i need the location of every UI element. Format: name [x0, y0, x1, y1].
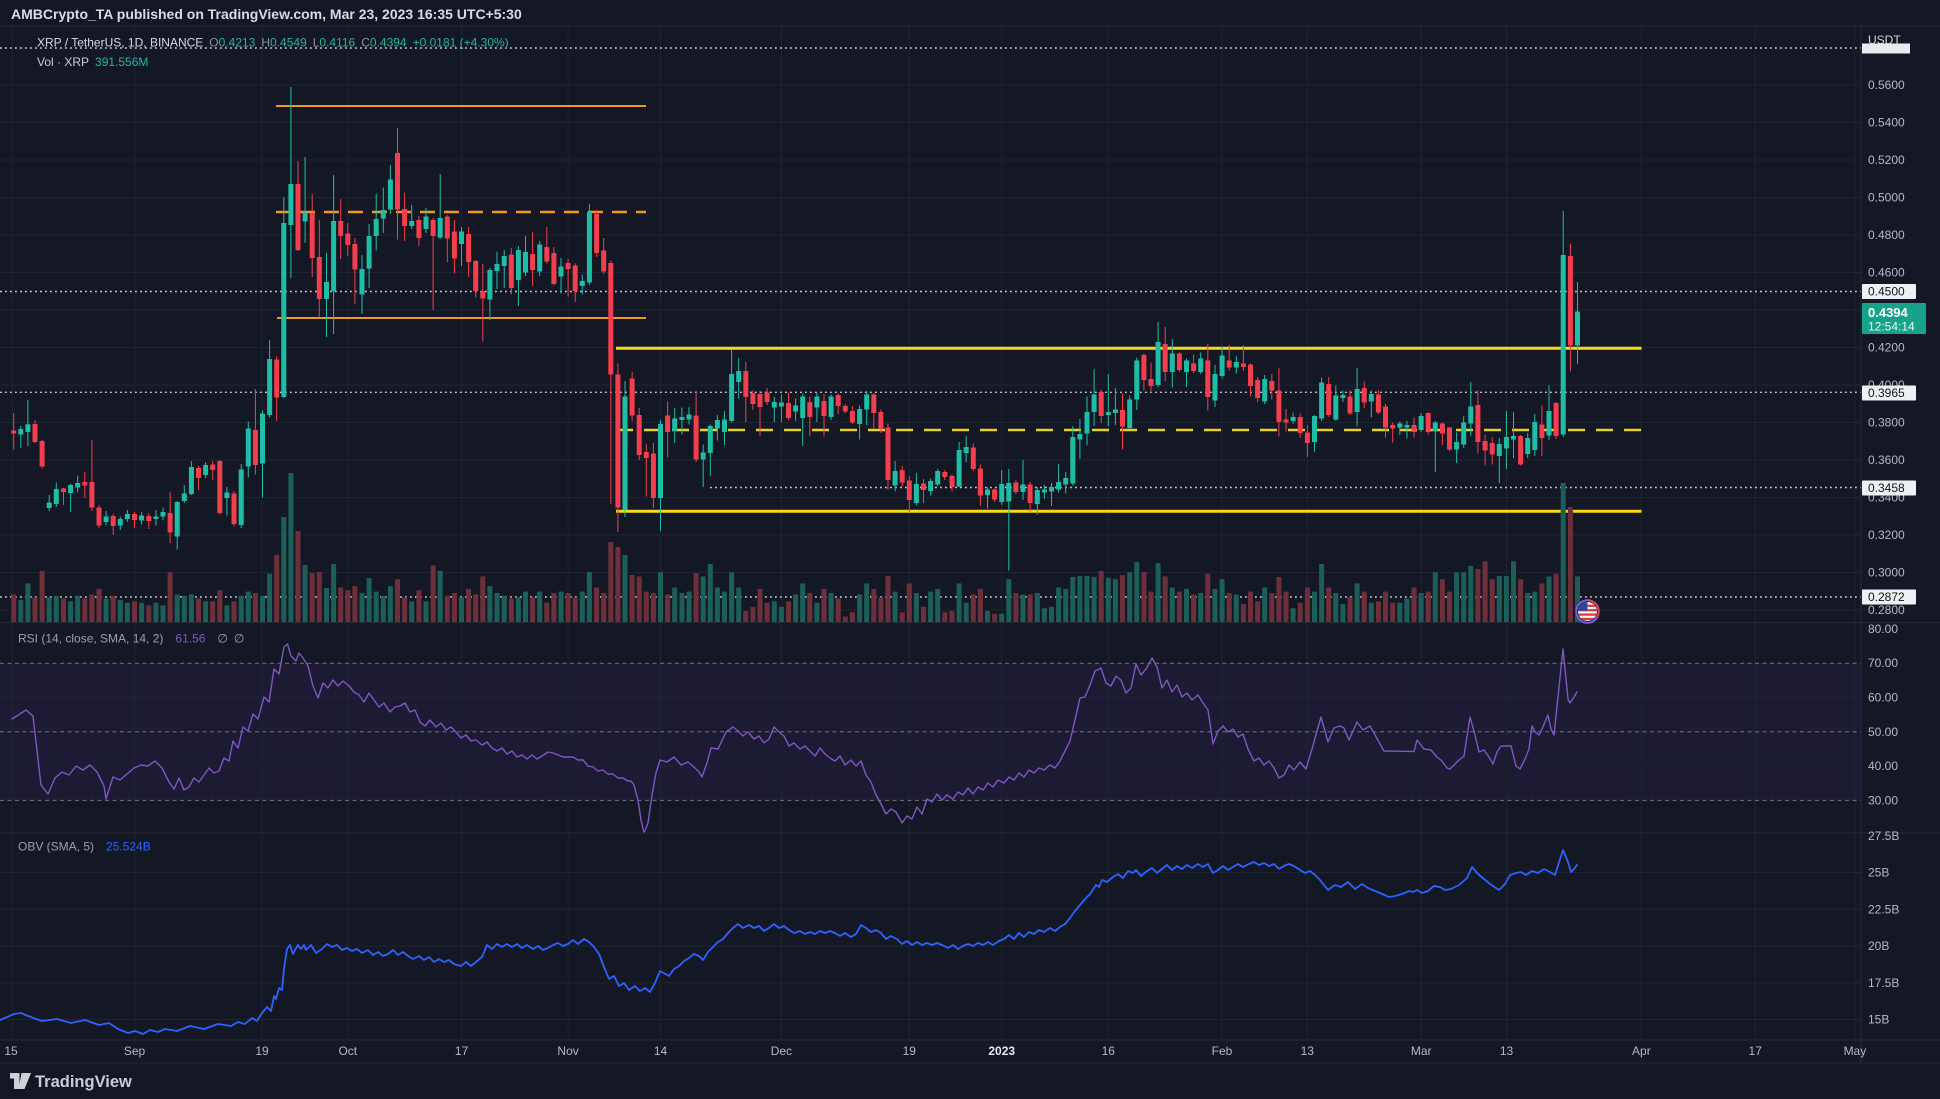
svg-text:0.3965: 0.3965 — [1868, 386, 1905, 400]
svg-text:Dec: Dec — [771, 1044, 792, 1058]
svg-text:15: 15 — [4, 1044, 18, 1058]
svg-text:22.5B: 22.5B — [1868, 902, 1899, 916]
svg-text:Sep: Sep — [124, 1044, 146, 1058]
svg-text:AMBCrypto_TA published on Trad: AMBCrypto_TA published on TradingView.co… — [11, 6, 522, 22]
svg-text:0.5600: 0.5600 — [1868, 78, 1905, 92]
svg-text:20B: 20B — [1868, 939, 1889, 953]
svg-text:0.4600: 0.4600 — [1868, 266, 1905, 280]
svg-text:May: May — [1844, 1044, 1867, 1058]
svg-text:Feb: Feb — [1212, 1044, 1233, 1058]
svg-text:2023: 2023 — [988, 1044, 1015, 1058]
svg-text:RSI (14, close, SMA, 14, 2) 6: RSI (14, close, SMA, 14, 2) 61.56 ∅ ∅ — [18, 632, 244, 646]
svg-text:12:54:14: 12:54:14 — [1868, 320, 1915, 334]
svg-text:0.3200: 0.3200 — [1868, 528, 1905, 542]
svg-text:80.00: 80.00 — [1868, 622, 1898, 636]
svg-text:19: 19 — [903, 1044, 917, 1058]
svg-text:19: 19 — [255, 1044, 269, 1058]
svg-text:15B: 15B — [1868, 1013, 1889, 1027]
svg-text:0.4500: 0.4500 — [1868, 285, 1905, 299]
svg-text:0.5400: 0.5400 — [1868, 116, 1905, 130]
svg-text:13: 13 — [1301, 1044, 1315, 1058]
svg-text:0.5200: 0.5200 — [1868, 153, 1905, 167]
svg-text:60.00: 60.00 — [1868, 691, 1898, 705]
svg-text:17: 17 — [455, 1044, 469, 1058]
svg-text:70.00: 70.00 — [1868, 656, 1898, 670]
svg-text:0.3800: 0.3800 — [1868, 416, 1905, 430]
svg-text:13: 13 — [1500, 1044, 1514, 1058]
svg-text:Nov: Nov — [557, 1044, 578, 1058]
svg-text:Apr: Apr — [1632, 1044, 1651, 1058]
svg-text:Vol · XRP 391.556M: Vol · XRP 391.556M — [37, 55, 148, 69]
svg-text:TradingView: TradingView — [35, 1073, 132, 1091]
svg-text:25B: 25B — [1868, 866, 1889, 880]
svg-text:0.2872: 0.2872 — [1868, 590, 1905, 604]
svg-text:OBV (SMA, 5) 25.524B: OBV (SMA, 5) 25.524B — [18, 840, 151, 854]
svg-text:17.5B: 17.5B — [1868, 976, 1899, 990]
svg-text:0.4394: 0.4394 — [1868, 305, 1909, 320]
svg-text:16: 16 — [1102, 1044, 1116, 1058]
svg-text:0.3600: 0.3600 — [1868, 453, 1905, 467]
svg-text:Mar: Mar — [1411, 1044, 1432, 1058]
svg-text:27.5B: 27.5B — [1868, 829, 1899, 843]
svg-text:30.00: 30.00 — [1868, 793, 1898, 807]
svg-text:17: 17 — [1749, 1044, 1763, 1058]
svg-text:XRP / TetherUS, 1D, BINANCE O0: XRP / TetherUS, 1D, BINANCE O0.4213 H0.4… — [37, 36, 509, 50]
svg-text:0.4200: 0.4200 — [1868, 341, 1905, 355]
svg-text:40.00: 40.00 — [1868, 759, 1898, 773]
svg-text:0.2800: 0.2800 — [1868, 603, 1905, 617]
svg-text:0.3458: 0.3458 — [1868, 481, 1905, 495]
svg-text:Oct: Oct — [338, 1044, 357, 1058]
svg-text:0.4800: 0.4800 — [1868, 228, 1905, 242]
svg-text:50.00: 50.00 — [1868, 725, 1898, 739]
svg-text:14: 14 — [654, 1044, 668, 1058]
svg-text:0.3000: 0.3000 — [1868, 566, 1905, 580]
svg-text:0.5000: 0.5000 — [1868, 191, 1905, 205]
